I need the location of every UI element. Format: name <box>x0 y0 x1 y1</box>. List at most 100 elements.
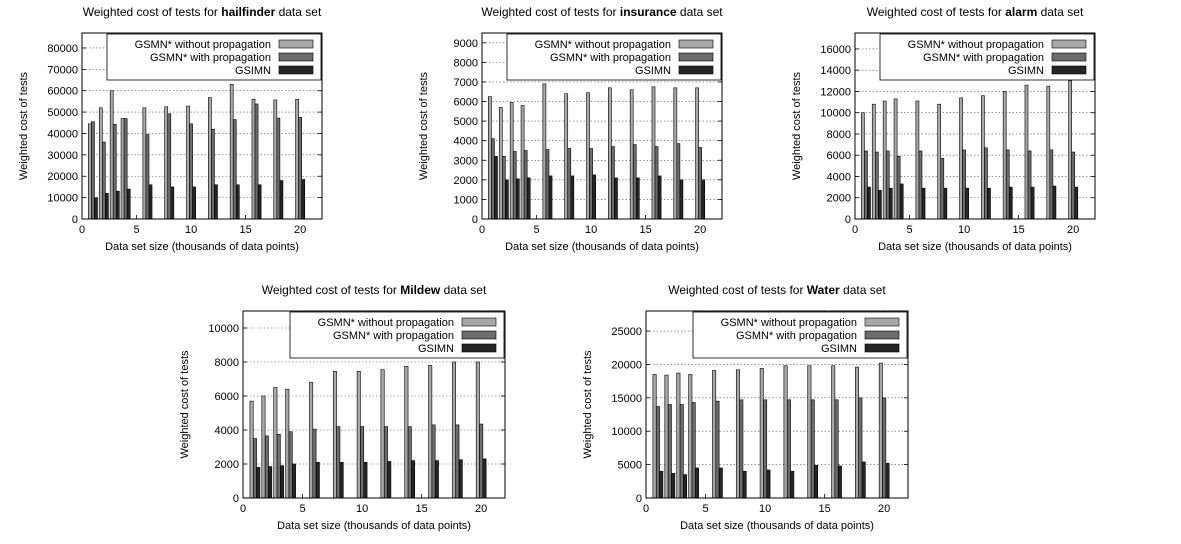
bar <box>867 186 871 220</box>
bar <box>339 461 344 499</box>
y-tick-label: 6000 <box>827 150 851 162</box>
bar <box>488 96 492 220</box>
y-tick-label: 6000 <box>215 391 239 403</box>
bar <box>261 395 266 499</box>
y-tick-label: 4000 <box>454 136 478 148</box>
bar <box>249 400 254 499</box>
bar <box>332 371 337 499</box>
bar <box>861 112 865 220</box>
bar <box>783 365 788 499</box>
y-axis-label: Weighted cost of tests <box>582 350 594 459</box>
y-tick-label: 70000 <box>47 64 78 76</box>
bar <box>667 404 672 499</box>
y-tick-label: 7000 <box>454 77 478 89</box>
y-tick-label: 6000 <box>454 97 478 109</box>
plot-frame <box>81 32 323 220</box>
legend-label: GSIMN <box>635 65 671 77</box>
bar <box>301 179 306 220</box>
bar <box>98 107 103 220</box>
chart-title: Weighted cost of tests for alarm data se… <box>867 5 1084 19</box>
bar <box>739 399 744 499</box>
y-tick-label: 0 <box>233 493 239 505</box>
y-tick-label: 60000 <box>47 86 78 98</box>
bar <box>763 399 768 499</box>
y-tick-label: 2000 <box>215 459 239 471</box>
bar <box>276 117 281 220</box>
bar <box>94 197 98 220</box>
bar <box>288 431 293 499</box>
bar <box>404 365 409 499</box>
y-tick-label: 10000 <box>820 108 851 120</box>
bar <box>564 93 569 220</box>
bar <box>214 184 218 220</box>
legend-swatch <box>278 52 314 62</box>
bar <box>814 464 819 499</box>
bar <box>659 470 664 499</box>
bar <box>611 146 615 220</box>
bar <box>105 193 109 220</box>
bar <box>526 177 531 220</box>
y-tick-label: 30000 <box>47 150 78 162</box>
bar <box>520 105 525 220</box>
bar <box>279 180 284 220</box>
y-tick-label: 20000 <box>47 171 78 183</box>
legend-swatch <box>461 317 497 327</box>
bar <box>695 87 699 220</box>
legend-label: GSIMN <box>1008 65 1044 77</box>
bar <box>657 175 662 220</box>
chart-panel-alarm: Weighted cost of tests for alarm data se… <box>791 5 1096 253</box>
y-axis-label: Weighted cost of tests <box>791 71 803 180</box>
bar <box>252 438 257 499</box>
legend-label: GSIMN <box>235 65 271 77</box>
bar <box>312 428 317 499</box>
bar <box>164 106 169 220</box>
bar <box>498 107 503 220</box>
bar <box>455 424 460 499</box>
bar <box>120 118 125 220</box>
bar <box>431 424 436 499</box>
legend-label: GSMN* with propagation <box>736 330 857 342</box>
bar <box>91 121 95 220</box>
x-tick-label: 5 <box>533 224 539 236</box>
bar <box>987 187 991 220</box>
y-tick-label: 0 <box>72 214 78 226</box>
bar <box>126 188 131 220</box>
y-tick-label: 8000 <box>215 357 239 369</box>
y-tick-label: 14000 <box>820 65 851 77</box>
legend-swatch <box>864 317 900 327</box>
bar <box>123 118 128 220</box>
bar <box>831 365 836 499</box>
legend-swatch <box>1051 39 1087 49</box>
bar <box>273 99 278 220</box>
bar <box>1005 149 1010 220</box>
y-axis-label: Weighted cost of tests <box>18 71 30 180</box>
bar <box>701 179 706 220</box>
bar <box>837 465 842 499</box>
plot-frame <box>481 32 723 220</box>
bar <box>984 147 988 220</box>
x-tick-label: 15 <box>416 503 428 515</box>
chart-title: Weighted cost of tests for hailfinder da… <box>83 5 322 19</box>
bar <box>145 134 150 220</box>
legend-label: GSMN* with propagation <box>150 52 271 64</box>
y-tick-label: 12000 <box>820 86 851 98</box>
y-axis-label: Weighted cost of tests <box>179 350 191 459</box>
bar <box>295 98 299 220</box>
bar <box>834 399 839 499</box>
bar <box>142 107 147 220</box>
legend-swatch <box>278 65 314 75</box>
bar <box>1002 91 1007 220</box>
legend-label: GSMN* without propagation <box>721 317 857 329</box>
bar <box>256 467 261 499</box>
bar <box>861 461 866 499</box>
bar <box>959 97 963 220</box>
bar <box>893 98 898 220</box>
bar <box>148 184 153 220</box>
bar <box>586 92 590 220</box>
chart-title-dataset: Mildew <box>400 283 441 297</box>
bar <box>170 186 175 220</box>
x-tick-label: 15 <box>240 224 252 236</box>
bar <box>512 151 517 220</box>
bar <box>276 433 281 499</box>
x-tick-label: 20 <box>694 224 706 236</box>
